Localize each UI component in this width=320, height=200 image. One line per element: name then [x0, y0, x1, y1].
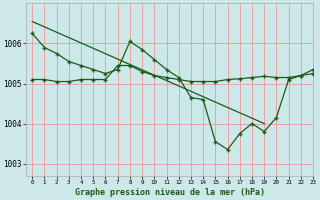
X-axis label: Graphe pression niveau de la mer (hPa): Graphe pression niveau de la mer (hPa)	[75, 188, 265, 197]
